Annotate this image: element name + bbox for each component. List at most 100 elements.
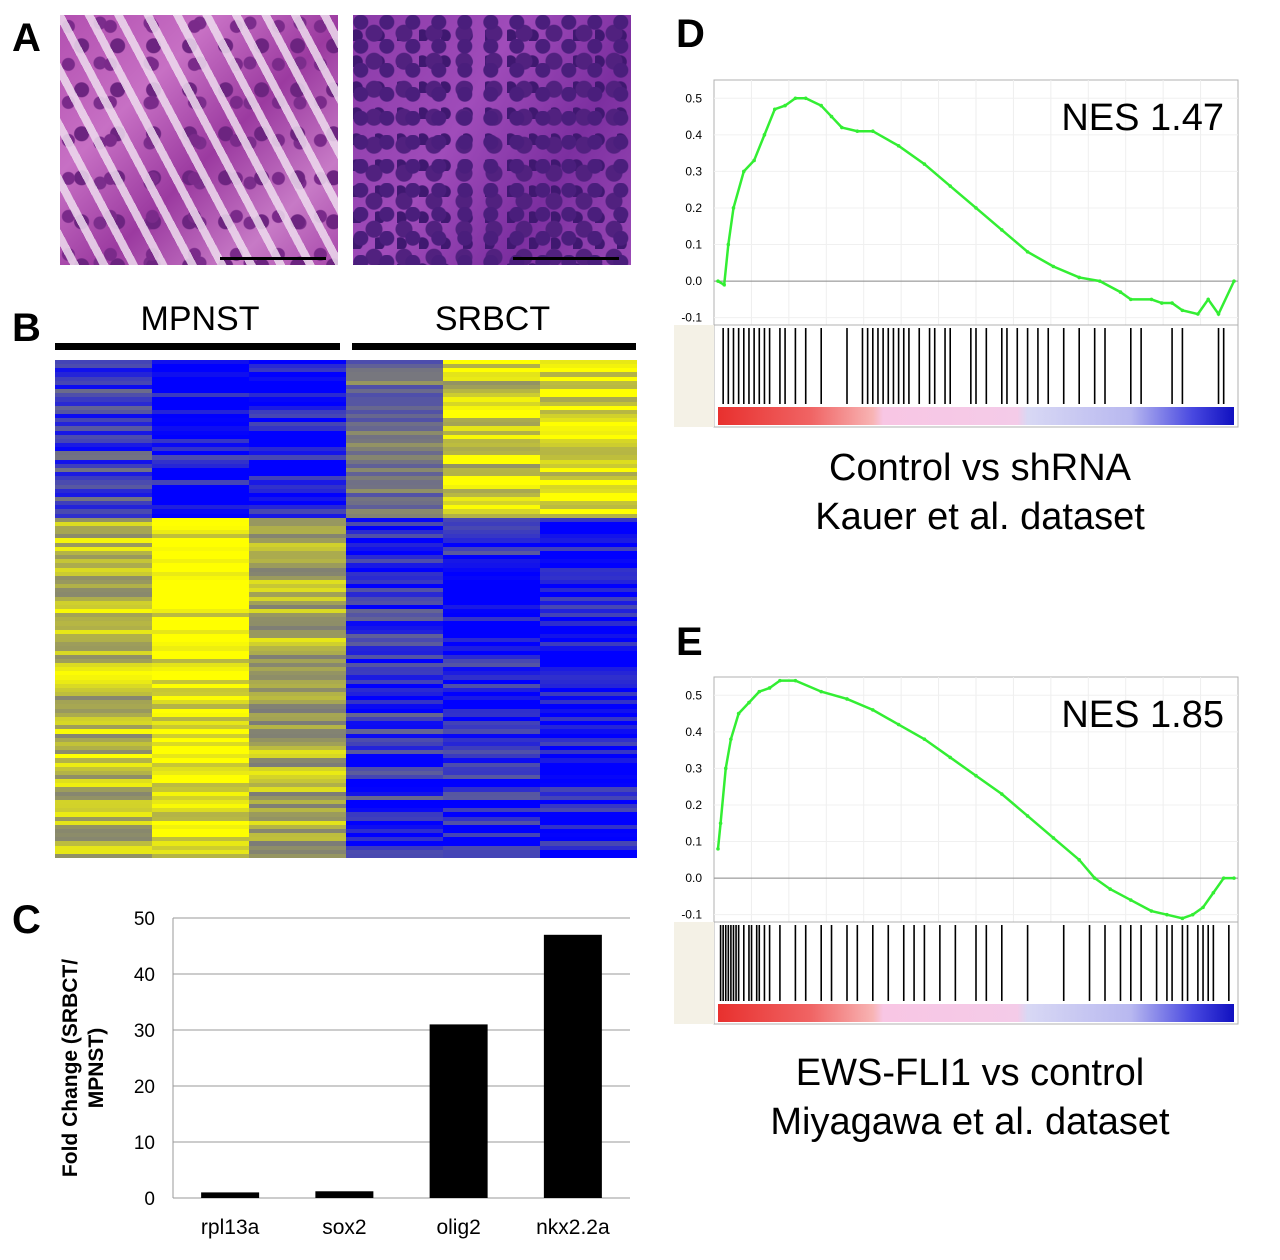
heatmap-cell: [443, 455, 540, 461]
heatmap-column-mpnst-2: [152, 360, 249, 858]
heatmap-cell: [443, 783, 540, 789]
heatmap-cell: [443, 820, 540, 826]
heatmap-cell: [540, 683, 637, 689]
heatmap-cell: [152, 808, 249, 814]
heatmap-cell: [346, 837, 443, 843]
heatmap-cell: [443, 716, 540, 722]
heatmap-cell: [249, 828, 346, 834]
heatmap-cell: [152, 409, 249, 415]
curve-point: [1108, 887, 1112, 891]
heatmap-cell: [152, 542, 249, 548]
curve-point: [742, 169, 746, 174]
heatmap-cell: [443, 708, 540, 714]
heatmap-cell: [249, 492, 346, 498]
heatmap-cell: [152, 675, 249, 681]
heatmap-cell: [443, 409, 540, 415]
heatmap-cell: [152, 650, 249, 656]
heatmap-cell: [152, 505, 249, 511]
heatmap-cell: [346, 849, 443, 855]
heatmap-cell: [152, 804, 249, 810]
heatmap-cell: [540, 463, 637, 469]
heatmap-cell: [443, 422, 540, 428]
heatmap-cell: [540, 542, 637, 548]
curve-point: [871, 129, 875, 133]
heatmap-cell: [540, 372, 637, 378]
heatmap-cell: [55, 451, 152, 457]
heatmap-cell: [152, 360, 249, 365]
heatmap-cell: [346, 555, 443, 561]
heatmap-cell: [249, 393, 346, 399]
heatmap-cell: [55, 638, 152, 644]
heatmap-cell: [443, 480, 540, 486]
curve-point: [729, 737, 733, 741]
heatmap-cell: [55, 642, 152, 648]
heatmap-cell: [443, 571, 540, 577]
heatmap-cell: [443, 426, 540, 432]
heatmap-cell: [249, 384, 346, 390]
heatmap-cell: [346, 550, 443, 556]
curve-point: [1180, 308, 1185, 313]
heatmap-cell: [443, 563, 540, 569]
heatmap-cell: [346, 804, 443, 810]
curve-point: [855, 129, 860, 133]
heatmap-cell: [443, 447, 540, 453]
heatmap-cell: [346, 799, 443, 805]
curve-point: [1232, 279, 1236, 283]
heatmap-cell: [346, 621, 443, 627]
heatmap-cell: [540, 380, 637, 386]
heatmap-cell: [152, 438, 249, 444]
heatmap-cell: [249, 642, 346, 648]
heatmap-cell: [443, 575, 540, 581]
heatmap-cell: [55, 737, 152, 743]
heatmap-cell: [346, 501, 443, 507]
heatmap-cell: [346, 592, 443, 598]
heatmap-cell: [443, 588, 540, 594]
scale-bar: [513, 257, 619, 260]
heatmap-cell: [55, 750, 152, 756]
heatmap-cell: [55, 808, 152, 814]
heatmap-cell: [443, 368, 540, 374]
heatmap-cell: [346, 675, 443, 681]
heatmap-cell: [249, 696, 346, 702]
heatmap-cell: [55, 621, 152, 627]
heatmap-cell: [152, 617, 249, 623]
heatmap-cell: [55, 513, 152, 519]
heatmap-cell: [152, 687, 249, 693]
heatmap-cell: [249, 538, 346, 544]
caption-miyagawa: EWS-FLI1 vs control Miyagawa et al. data…: [670, 1052, 1270, 1144]
heatmap-cell: [55, 526, 152, 531]
heatmap-cell: [443, 526, 540, 531]
heatmap-cell: [55, 658, 152, 664]
curve-point: [718, 821, 723, 826]
heatmap-cell: [540, 467, 637, 473]
heatmap-cell: [55, 662, 152, 668]
heatmap-cell: [152, 492, 249, 498]
heatmap-cell: [55, 567, 152, 573]
heatmap-cell: [540, 787, 637, 793]
heatmap-cell: [152, 364, 249, 370]
heatmap-cell: [152, 530, 249, 536]
heatmap-cell: [540, 617, 637, 623]
heatmap-cell: [540, 716, 637, 722]
heatmap-cell: [443, 853, 540, 858]
gsea-e-rank-colorbar: [718, 1004, 1234, 1022]
heatmap-cell: [540, 820, 637, 826]
heatmap-cell: [346, 679, 443, 685]
heatmap-cell: [540, 526, 637, 531]
heatmap-cell: [443, 517, 540, 523]
curve-point: [974, 773, 978, 778]
heatmap-cell: [346, 775, 443, 780]
heatmap-cell: [55, 542, 152, 548]
heatmap-cell: [152, 546, 249, 552]
heatmap-cell: [55, 600, 152, 606]
curve-point: [783, 103, 787, 108]
heatmap-cell: [346, 716, 443, 722]
heatmap-cell: [540, 804, 637, 810]
heatmap-cell: [249, 559, 346, 565]
gsea-plot-kauer: -0.1 0.0 0.1 0.2 0.3 0.4 0.5 NES 1.47: [674, 79, 1239, 428]
heatmap-cell: [346, 596, 443, 602]
heatmap-cell: [249, 480, 346, 486]
heatmap-cell: [540, 613, 637, 619]
heatmap-cell: [249, 783, 346, 789]
side-strip: [674, 325, 714, 427]
